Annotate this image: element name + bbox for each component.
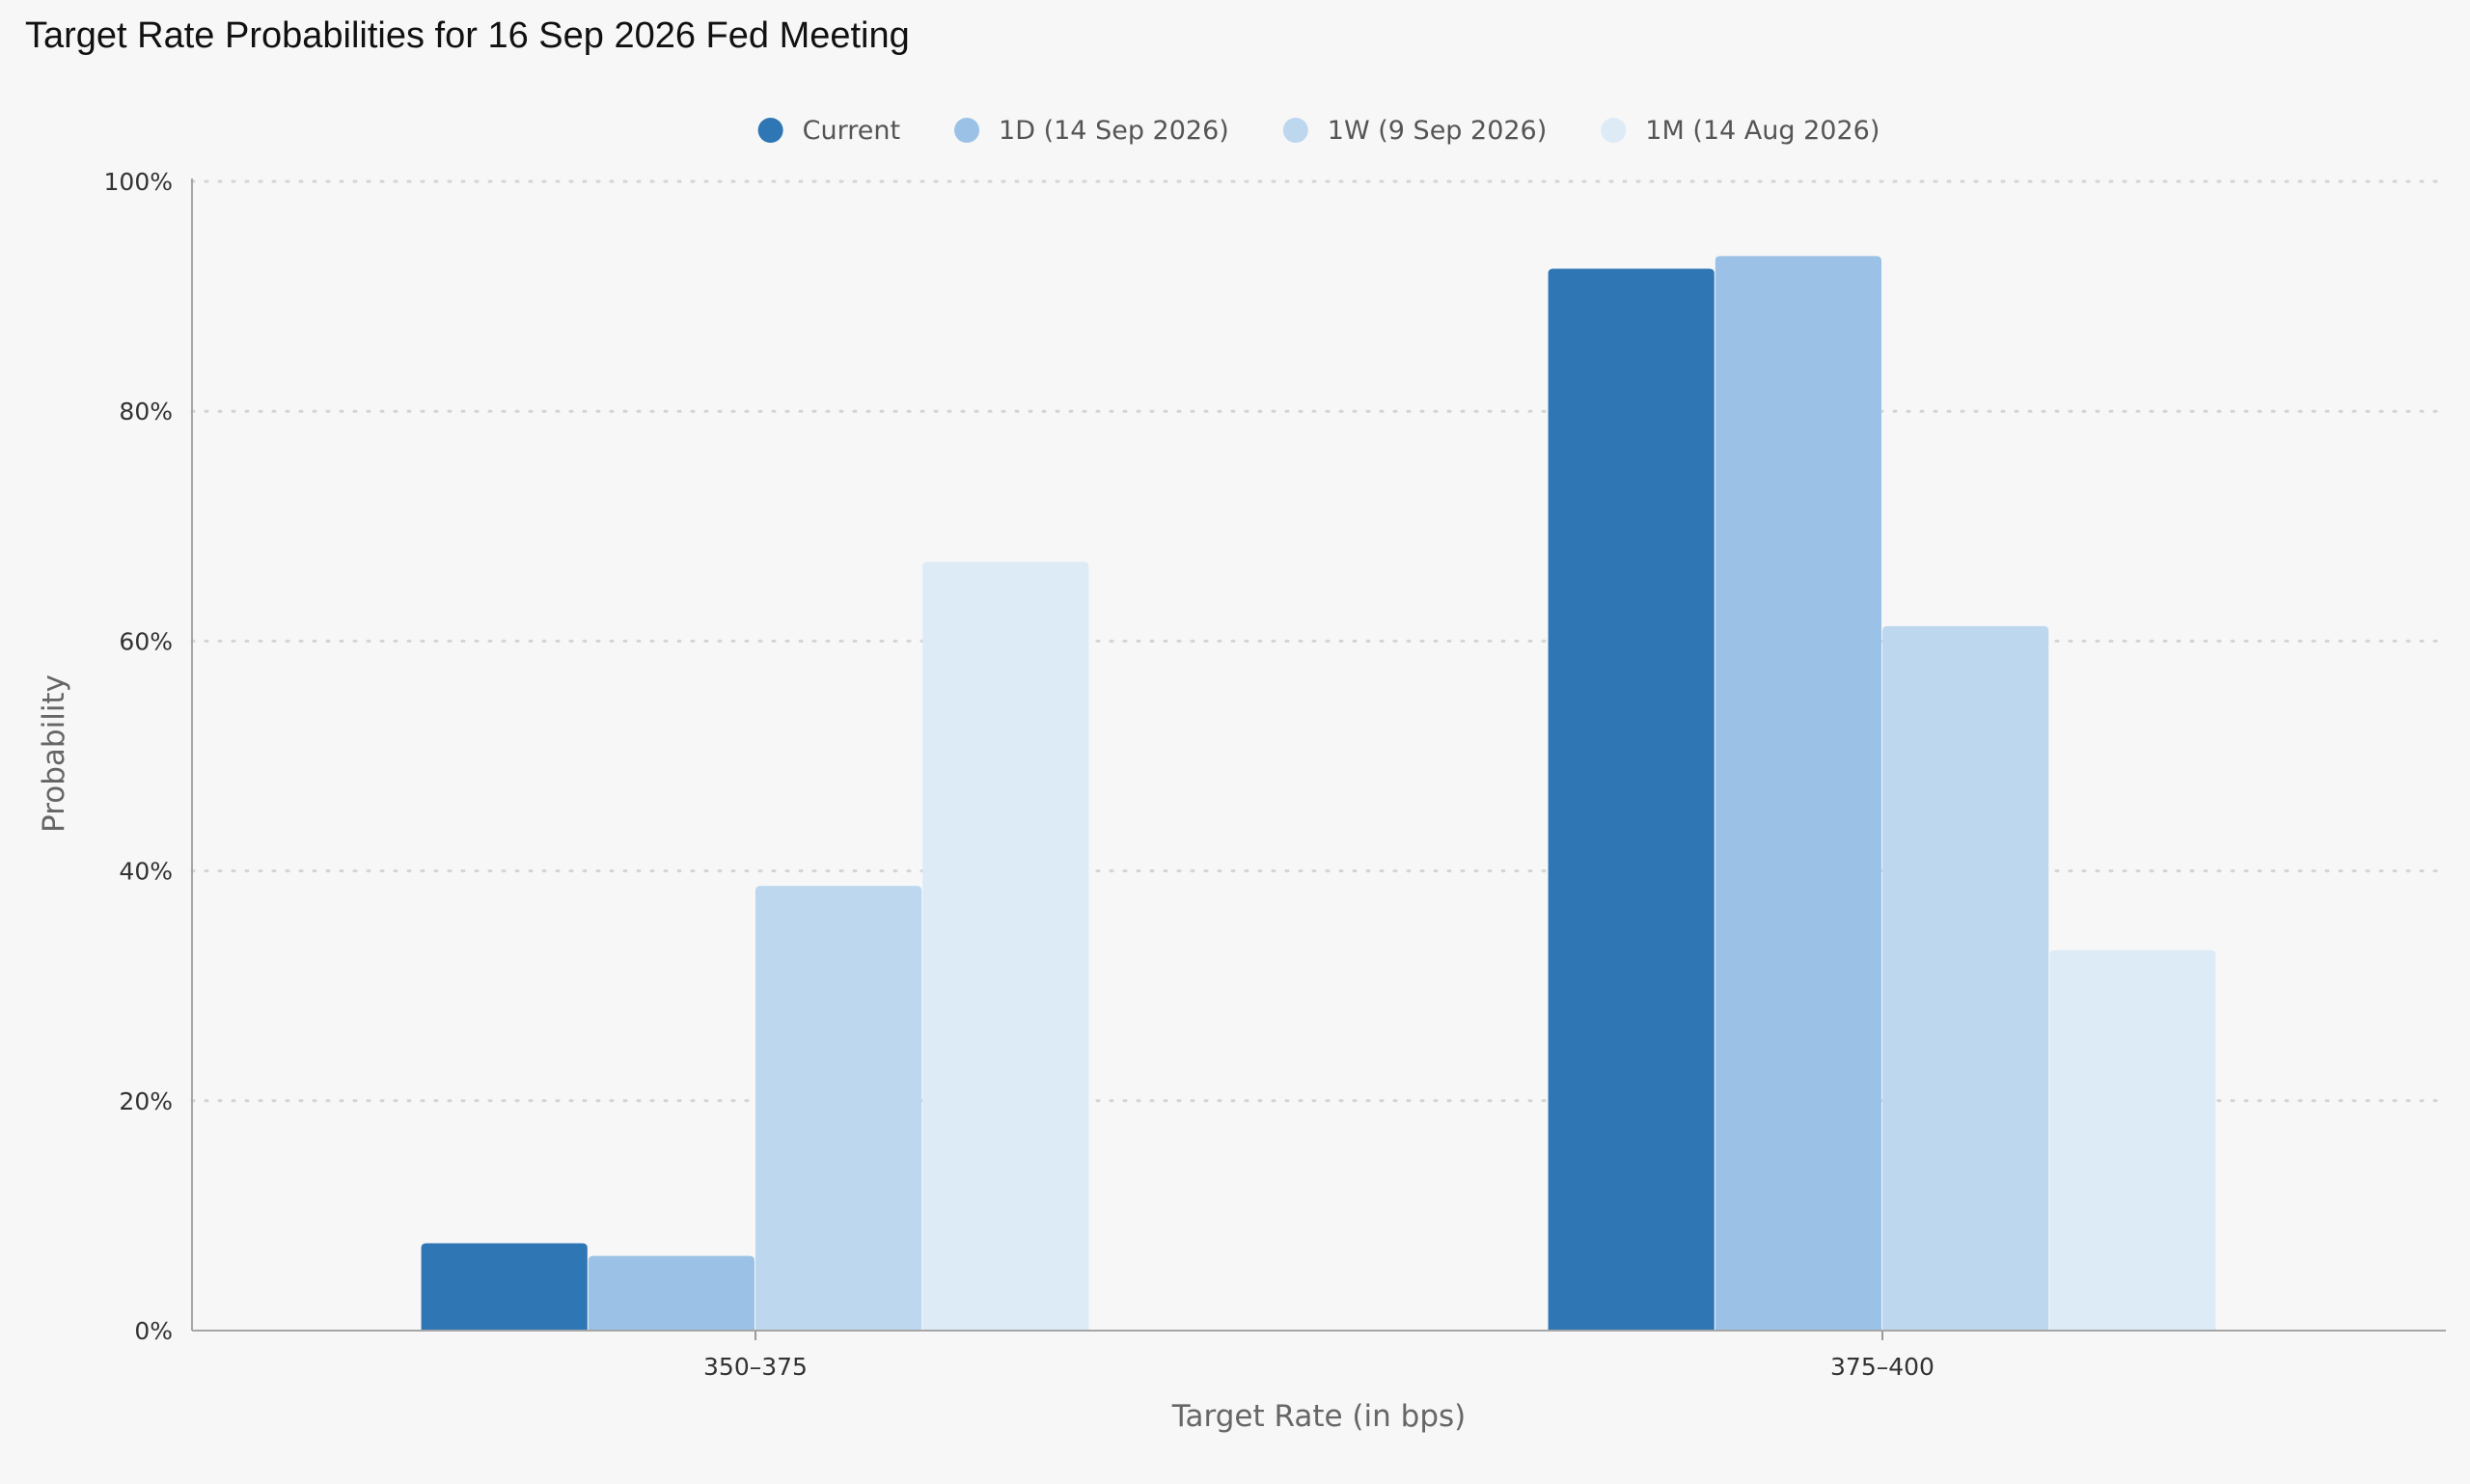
- legend-label: Current: [803, 116, 900, 146]
- y-axis-title: Probability: [37, 674, 71, 833]
- x-tick-label: 350–375: [703, 1353, 808, 1381]
- legend-marker-icon: [954, 118, 980, 143]
- y-tick-label: 20%: [119, 1087, 173, 1115]
- y-tick-label: 40%: [119, 858, 173, 886]
- x-tick-label: 375–400: [1830, 1353, 1935, 1381]
- legend-label: 1W (9 Sep 2026): [1328, 116, 1547, 146]
- legend-marker-icon: [757, 118, 783, 143]
- bar[interactable]: [1548, 268, 1715, 1331]
- bar[interactable]: [421, 1243, 588, 1331]
- legend[interactable]: Current 1D (14 Sep 2026) 1W (9 Sep 2026) 1M…: [757, 116, 1880, 146]
- x-axis-title: Target Rate (in bps): [1171, 1399, 1467, 1434]
- bar[interactable]: [1715, 256, 1881, 1331]
- bar[interactable]: [755, 886, 922, 1331]
- y-tick-label: 60%: [119, 627, 173, 655]
- legend-item[interactable]: Current: [757, 116, 900, 146]
- bar[interactable]: [922, 562, 1089, 1331]
- legend-marker-icon: [1601, 118, 1627, 143]
- y-tick-label: 0%: [134, 1317, 173, 1345]
- bar[interactable]: [588, 1255, 755, 1331]
- legend-item[interactable]: 1W (9 Sep 2026): [1282, 116, 1547, 146]
- legend-marker-icon: [1282, 118, 1308, 143]
- bar[interactable]: [2049, 949, 2216, 1331]
- y-tick-label: 80%: [119, 398, 173, 426]
- y-tick-label: 100%: [104, 168, 173, 196]
- bars[interactable]: [421, 256, 2216, 1331]
- legend-item[interactable]: 1M (14 Aug 2026): [1601, 116, 1880, 146]
- chart-title: Target Rate Probabilities for 16 Sep 202…: [25, 15, 910, 56]
- legend-item[interactable]: 1D (14 Sep 2026): [954, 116, 1229, 146]
- legend-label: 1D (14 Sep 2026): [999, 116, 1229, 146]
- axes: 0% 20% 40% 60% 80% 100% 350–375 375–400: [104, 168, 2446, 1381]
- bar[interactable]: [1882, 625, 2049, 1331]
- legend-label: 1M (14 Aug 2026): [1645, 116, 1880, 146]
